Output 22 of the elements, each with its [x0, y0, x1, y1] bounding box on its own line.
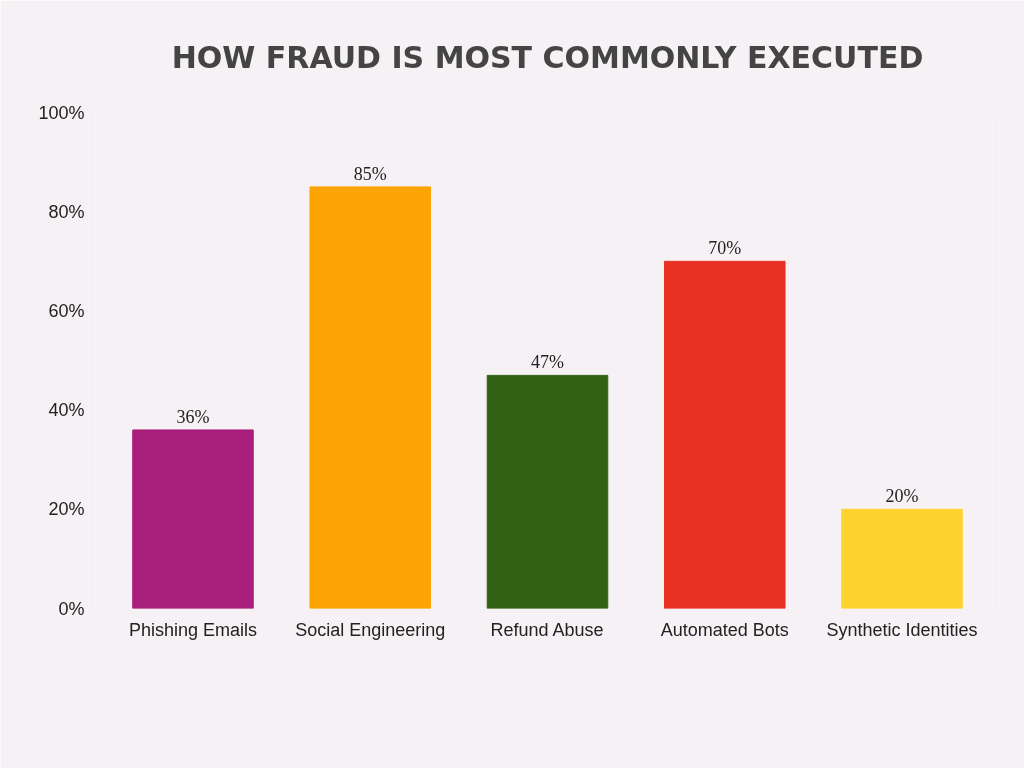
bar	[663, 260, 786, 609]
y-tick-label: 100%	[38, 102, 85, 123]
chart-title: HOW FRAUD IS MOST COMMONLY EXECUTED	[171, 40, 924, 75]
y-tick-label: 80%	[48, 201, 85, 222]
data-label: 85%	[353, 163, 387, 184]
bar	[132, 429, 254, 609]
data-label: 47%	[531, 352, 564, 373]
x-tick-label: Phishing Emails	[128, 619, 258, 640]
x-tick-label: Social Engineering	[295, 619, 446, 640]
y-tick-label: 40%	[48, 400, 85, 421]
data-label: 36%	[176, 406, 210, 427]
data-label: 70%	[708, 238, 742, 259]
bar	[309, 186, 432, 609]
y-tick-label: 20%	[48, 499, 85, 520]
y-tick-label: 0%	[58, 598, 85, 619]
bar	[486, 374, 609, 609]
data-label: 20%	[885, 486, 919, 507]
bar	[841, 508, 963, 609]
x-tick-label: Automated Bots	[660, 619, 789, 640]
y-tick-label: 60%	[48, 300, 85, 321]
x-tick-label: Synthetic Identities	[826, 619, 978, 640]
x-tick-label: Refund Abuse	[490, 619, 604, 640]
